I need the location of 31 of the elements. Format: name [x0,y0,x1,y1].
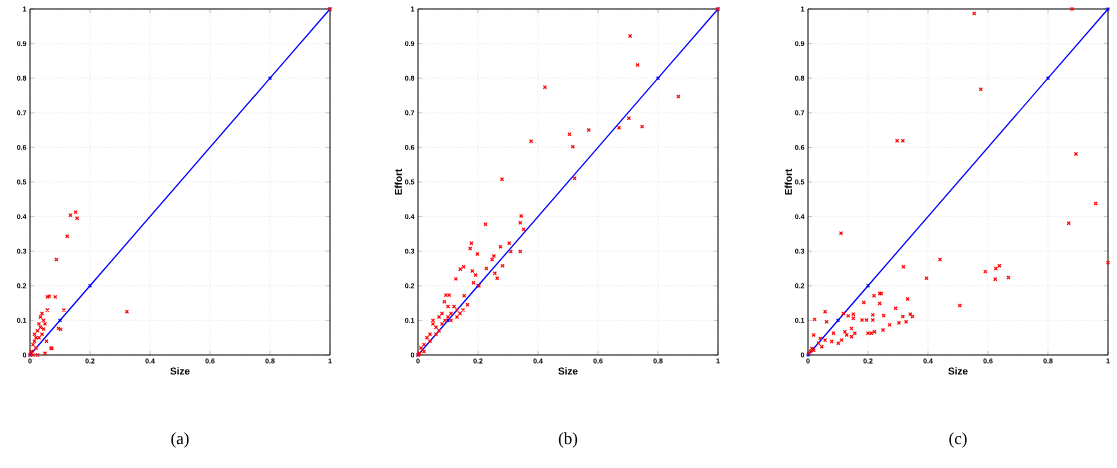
text: (c) [949,432,967,448]
point [32,339,37,344]
point [39,311,45,316]
point [74,216,80,221]
point [30,342,36,347]
point [1045,76,1051,81]
point [61,307,67,313]
point [57,318,63,323]
x-axis-title: Size [170,367,190,375]
point [42,351,48,356]
text: (b) [558,432,578,448]
point [45,307,50,313]
point [835,318,841,323]
point [38,325,43,330]
text: (a) [171,432,189,448]
x-axis-title: Size [948,367,968,375]
point [87,283,93,288]
point [44,339,49,344]
y-axis-title: Effort [784,168,792,195]
point [865,283,871,288]
point [655,76,661,81]
point [41,326,46,332]
point [38,314,43,320]
x-axis-title: Size [558,367,578,375]
point [65,234,70,239]
point [267,76,273,81]
point [124,309,130,314]
point [54,257,59,262]
y-axis-title: Effort [394,168,402,195]
point [68,213,73,218]
point [73,209,78,215]
